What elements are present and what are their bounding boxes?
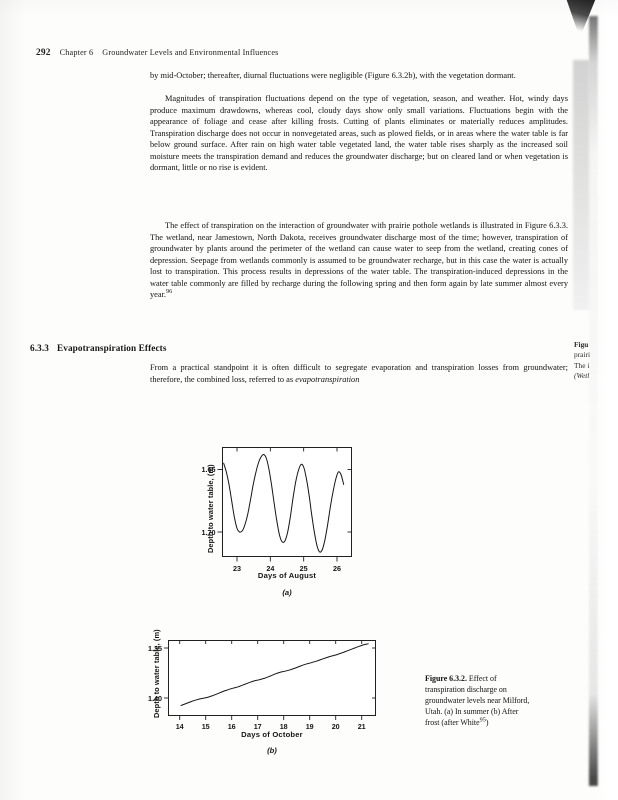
fragment-line: The i xyxy=(574,360,590,370)
data-series-line xyxy=(223,453,345,553)
panel-label-b: (b) xyxy=(267,746,277,755)
data-series-line xyxy=(180,643,369,706)
figure-6-3-2-panel-b: Depth to water table, (m) Days of Octobe… xyxy=(104,626,394,766)
y-tick-label: 1.40 xyxy=(148,693,162,703)
facing-page-caption-fragment: Figu prairi The i (Wetl xyxy=(574,340,614,382)
paragraph-text: The effect of transpiration on the inter… xyxy=(150,220,568,301)
paragraph-text: by mid-October; thereafter, diurnal fluc… xyxy=(150,71,516,80)
plot-frame-a xyxy=(222,447,352,557)
figure-caption: Figure 6.3.2. Effect of transpiration di… xyxy=(425,674,533,729)
paragraph-text: From a practical standpoint it is often … xyxy=(150,362,568,385)
scan-bleed-column xyxy=(573,60,589,310)
x-tick-label: 16 xyxy=(227,722,236,731)
running-head: 292 Chapter 6 Groundwater Levels and Envir… xyxy=(36,48,279,58)
x-axis-label-a: Days of August xyxy=(257,571,317,580)
running-title: Groundwater Levels and Environmental Inf… xyxy=(102,48,279,57)
x-tick-label: 18 xyxy=(279,722,288,731)
term-evapotranspiration: evapotranspiration xyxy=(295,374,360,384)
paragraph-continuation: by mid-October; thereafter, diurnal fluc… xyxy=(150,70,568,82)
figure-caption-tail: ) xyxy=(485,717,489,727)
paragraph-text: Magnitudes of transpiration fluctuations… xyxy=(150,94,568,173)
fragment-line: (Wetl xyxy=(574,371,590,381)
figure-caption-text: Effect of transpiration discharge on gro… xyxy=(425,674,530,727)
x-tick-label: 25 xyxy=(299,563,308,573)
chapter-label: Chapter 6 xyxy=(59,48,94,57)
figure-caption-footnote: 95 xyxy=(479,716,486,723)
figure-caption-lead: Figure 6.3.2. xyxy=(425,674,467,683)
x-tick-label: 23 xyxy=(233,563,241,573)
section-number: 6.3.3 xyxy=(30,343,49,353)
paragraph-body: From a practical standpoint it is often … xyxy=(150,363,568,384)
section-heading: 6.3.3 Evapotranspiration Effects xyxy=(30,343,167,353)
paragraph-transpiration-magnitudes: Magnitudes of transpiration fluctuations… xyxy=(150,93,568,174)
paragraph-evapotranspiration: From a practical standpoint it is often … xyxy=(150,362,568,385)
y-tick-label: 1.70 xyxy=(201,527,216,537)
x-axis-label-b: Days of October xyxy=(241,730,303,739)
x-tick-label: 15 xyxy=(201,722,210,731)
page-folio: 292 xyxy=(36,48,51,58)
figure-6-3-2-panel-a: Depth to water table, (m) Days of August… xyxy=(196,440,386,600)
scan-edge-fade xyxy=(596,0,618,800)
footnote-marker: 96 xyxy=(166,288,173,296)
panel-label-a: (a) xyxy=(282,588,292,597)
y-tick-label: 1.65 xyxy=(201,465,216,474)
x-tick-label: 17 xyxy=(253,722,262,731)
section-title: Evapotranspiration Effects xyxy=(56,343,167,353)
fragment-line: Figu xyxy=(574,340,589,349)
paragraph-body: The effect of transpiration on the inter… xyxy=(150,221,568,300)
x-tick-label: 21 xyxy=(357,722,366,731)
y-tick-label: 1.35 xyxy=(148,643,162,653)
x-tick-label: 20 xyxy=(331,722,340,731)
paragraph-prairie-potholes: The effect of transpiration on the inter… xyxy=(150,220,568,301)
x-tick-label: 24 xyxy=(266,563,275,573)
scan-artifact-streak xyxy=(589,16,598,786)
y-axis-label-a: Depth to water table, (m) xyxy=(206,464,215,553)
plot-canvas-b xyxy=(164,640,376,720)
x-tick-label: 19 xyxy=(305,722,314,731)
x-tick-label: 26 xyxy=(333,563,341,573)
fragment-line: prairi xyxy=(574,350,591,360)
plot-canvas-a xyxy=(217,447,352,562)
x-tick-label: 14 xyxy=(175,722,184,731)
